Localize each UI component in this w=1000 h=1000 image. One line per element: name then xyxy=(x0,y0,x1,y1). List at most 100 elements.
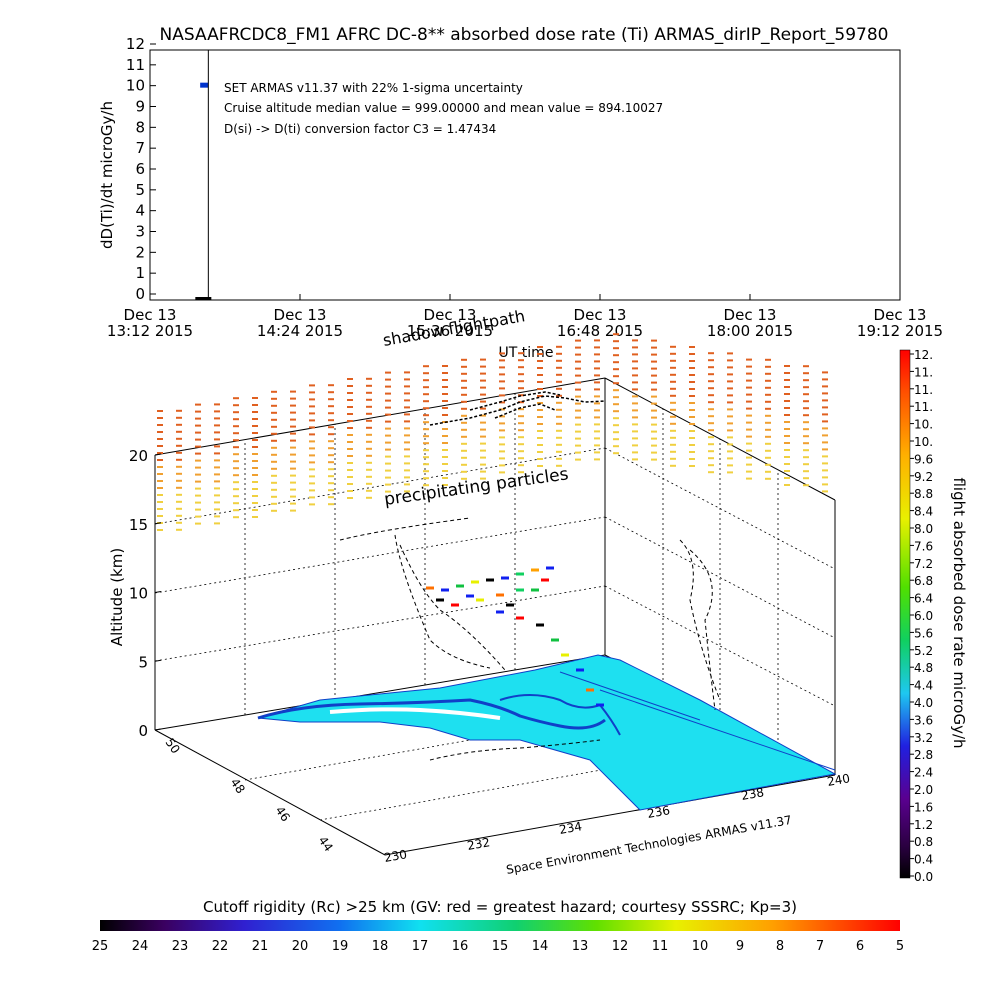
particle-mark xyxy=(328,503,334,506)
particle-mark xyxy=(442,407,448,409)
particle-mark xyxy=(708,464,714,467)
particle-mark xyxy=(594,416,600,419)
particle-mark xyxy=(461,470,467,473)
particle-mark xyxy=(556,345,562,348)
particle-mark xyxy=(499,394,505,397)
particle-mark xyxy=(765,372,771,375)
rigidity-tick-label: 17 xyxy=(412,939,429,954)
particle-mark xyxy=(385,413,391,416)
particle-mark xyxy=(613,445,619,448)
particle-mark xyxy=(366,426,372,429)
particle-mark xyxy=(404,462,410,465)
particle-mark xyxy=(765,379,771,382)
particle-mark xyxy=(765,386,771,389)
flight-path-point xyxy=(516,588,524,592)
particle-mark xyxy=(727,373,733,376)
particle-mark xyxy=(252,474,258,476)
particle-mark xyxy=(442,456,448,458)
altitude-tick xyxy=(154,522,162,525)
dose-colorbar-ticks: 0.0 0.4 0.8 1.2 1.6 2.0 2.4 2.8 3.2 3.6 4.0 4.4 4.8 5… xyxy=(910,348,933,884)
particle-mark xyxy=(746,358,752,361)
particle-mark xyxy=(708,422,714,425)
particle-mark xyxy=(727,401,733,404)
particle-mark xyxy=(632,381,638,384)
particle-mark xyxy=(214,494,220,497)
dose-y-tick-label: 4 xyxy=(135,202,145,220)
particle-mark xyxy=(727,415,733,418)
particle-mark xyxy=(575,388,581,391)
particle-mark xyxy=(442,365,448,367)
particle-mark xyxy=(480,421,486,424)
particle-mark xyxy=(366,377,372,380)
particle-mark xyxy=(613,389,619,392)
surface-map xyxy=(257,654,837,811)
particle-mark xyxy=(214,480,220,483)
dose-x-tick-day: Dec 13 xyxy=(574,306,627,324)
particle-mark xyxy=(252,481,258,483)
particle-mark xyxy=(651,451,657,454)
particle-mark xyxy=(233,502,239,505)
particle-mark xyxy=(385,448,391,451)
particle-mark xyxy=(214,424,220,427)
particle-mark xyxy=(689,360,695,362)
dose-x-tick-day: Dec 13 xyxy=(724,306,777,324)
flight-path-point xyxy=(541,578,549,582)
rigidity-tick-label: 19 xyxy=(332,939,349,954)
particle-mark xyxy=(613,396,619,399)
particle-mark xyxy=(822,406,828,409)
particle-mark xyxy=(632,423,638,426)
flight-path-point xyxy=(496,593,504,597)
particle-mark xyxy=(594,395,600,398)
particle-mark xyxy=(784,421,790,423)
particle-mark xyxy=(613,368,619,371)
particle-mark xyxy=(214,501,220,504)
particle-mark xyxy=(252,495,258,497)
particle-mark xyxy=(784,379,790,381)
particle-mark xyxy=(195,431,201,434)
dose-colorbar-tick-label: 0.0 xyxy=(914,870,933,884)
particle-mark xyxy=(708,401,714,404)
particle-mark xyxy=(404,441,410,444)
rigidity-tick-label: 16 xyxy=(452,939,469,954)
dose-colorbar-tick-label: 7.6 xyxy=(914,539,933,553)
particle-mark xyxy=(233,516,239,519)
particle-mark xyxy=(480,435,486,438)
particle-mark xyxy=(727,443,733,446)
particle-mark xyxy=(309,447,315,450)
longitude-tick-label: 232 xyxy=(466,835,491,853)
particle-mark xyxy=(176,521,182,524)
particle-mark xyxy=(480,407,486,410)
particle-mark xyxy=(613,375,619,378)
particle-mark xyxy=(651,353,657,356)
particle-mark xyxy=(214,438,220,441)
particle-mark xyxy=(765,456,771,459)
particle-mark xyxy=(290,474,296,477)
particle-mark xyxy=(556,443,562,446)
particle-mark xyxy=(461,393,467,396)
particle-mark xyxy=(822,441,828,444)
rigidity-colorbar: Cutoff rigidity (Rc) >25 km (GV: red = g… xyxy=(92,898,904,954)
particle-mark xyxy=(499,436,505,439)
particle-mark xyxy=(271,439,277,442)
particle-mark xyxy=(347,483,353,485)
particle-mark xyxy=(176,528,182,531)
dose-annotation-2: Cruise altitude median value = 999.00000… xyxy=(224,101,663,115)
shadow-track xyxy=(339,517,721,761)
particle-mark xyxy=(518,408,524,411)
particle-mark xyxy=(670,408,676,411)
particle-mark xyxy=(442,428,448,430)
particle-mark xyxy=(784,400,790,402)
particle-mark xyxy=(822,413,828,416)
dose-annotation-3: D(si) -> D(ti) conversion factor C3 = 1.… xyxy=(224,122,496,136)
particle-mark xyxy=(404,399,410,402)
dose-colorbar-tick-label: 3.6 xyxy=(914,713,933,727)
particle-mark xyxy=(347,462,353,464)
particle-mark xyxy=(784,393,790,395)
particle-mark xyxy=(499,422,505,425)
rigidity-tick-label: 24 xyxy=(132,939,149,954)
dose-x-tick-day: Dec 13 xyxy=(424,306,477,324)
dose-colorbar-tick-label: 2.0 xyxy=(914,783,933,797)
particle-mark xyxy=(594,458,600,461)
